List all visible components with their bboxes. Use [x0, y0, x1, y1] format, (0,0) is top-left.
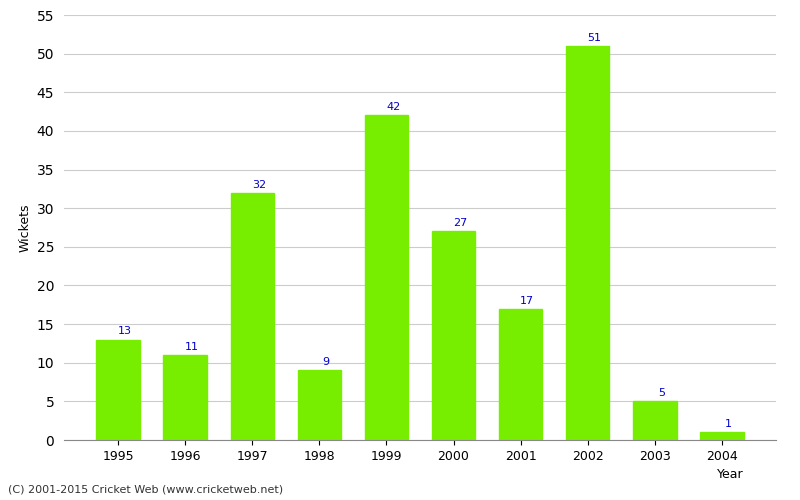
- Text: 51: 51: [587, 33, 602, 43]
- Bar: [163, 355, 207, 440]
- Y-axis label: Wickets: Wickets: [18, 203, 31, 252]
- Bar: [566, 46, 610, 440]
- Text: 11: 11: [185, 342, 199, 352]
- Text: (C) 2001-2015 Cricket Web (www.cricketweb.net): (C) 2001-2015 Cricket Web (www.cricketwe…: [8, 485, 283, 495]
- Text: 42: 42: [386, 102, 400, 113]
- Text: 9: 9: [322, 358, 330, 368]
- Text: 27: 27: [453, 218, 467, 228]
- Bar: [298, 370, 341, 440]
- Text: 13: 13: [118, 326, 132, 336]
- Text: Year: Year: [718, 468, 744, 480]
- Text: 32: 32: [252, 180, 266, 190]
- Bar: [633, 402, 677, 440]
- Bar: [96, 340, 140, 440]
- Bar: [230, 192, 274, 440]
- Bar: [499, 308, 542, 440]
- Bar: [700, 432, 744, 440]
- Bar: [432, 232, 475, 440]
- Bar: [365, 116, 408, 440]
- Text: 5: 5: [658, 388, 665, 398]
- Text: 1: 1: [725, 419, 732, 429]
- Text: 17: 17: [520, 296, 534, 306]
